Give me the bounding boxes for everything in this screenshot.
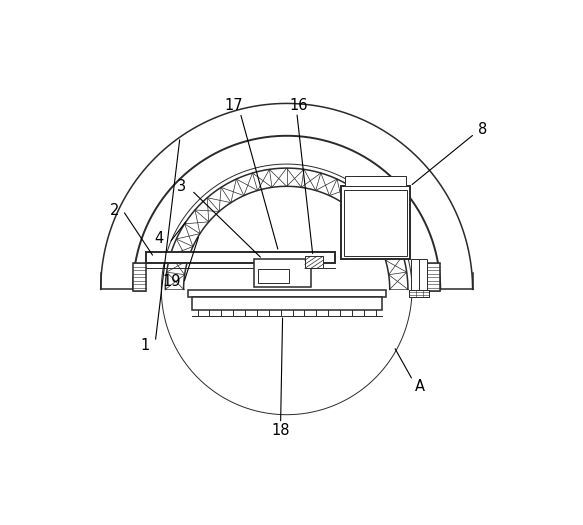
Bar bbox=[341, 186, 410, 259]
Text: A: A bbox=[415, 379, 425, 394]
Bar bbox=[188, 290, 386, 297]
Text: 2: 2 bbox=[110, 203, 120, 218]
Bar bbox=[133, 263, 146, 291]
Bar bbox=[258, 269, 290, 284]
Text: 19: 19 bbox=[162, 274, 181, 289]
Bar bbox=[409, 290, 429, 297]
Text: 3: 3 bbox=[177, 179, 186, 194]
Text: 16: 16 bbox=[290, 98, 308, 113]
Bar bbox=[427, 263, 440, 291]
Bar bbox=[345, 176, 406, 186]
Bar bbox=[305, 256, 323, 268]
Text: 17: 17 bbox=[225, 98, 244, 113]
Text: 8: 8 bbox=[478, 122, 487, 137]
Bar bbox=[345, 190, 407, 256]
Bar bbox=[146, 252, 335, 263]
Text: 18: 18 bbox=[271, 423, 290, 438]
Text: 4: 4 bbox=[154, 232, 164, 246]
Bar bbox=[192, 297, 382, 310]
Bar bbox=[411, 259, 427, 291]
Bar bbox=[254, 259, 311, 287]
Text: 1: 1 bbox=[141, 339, 150, 353]
